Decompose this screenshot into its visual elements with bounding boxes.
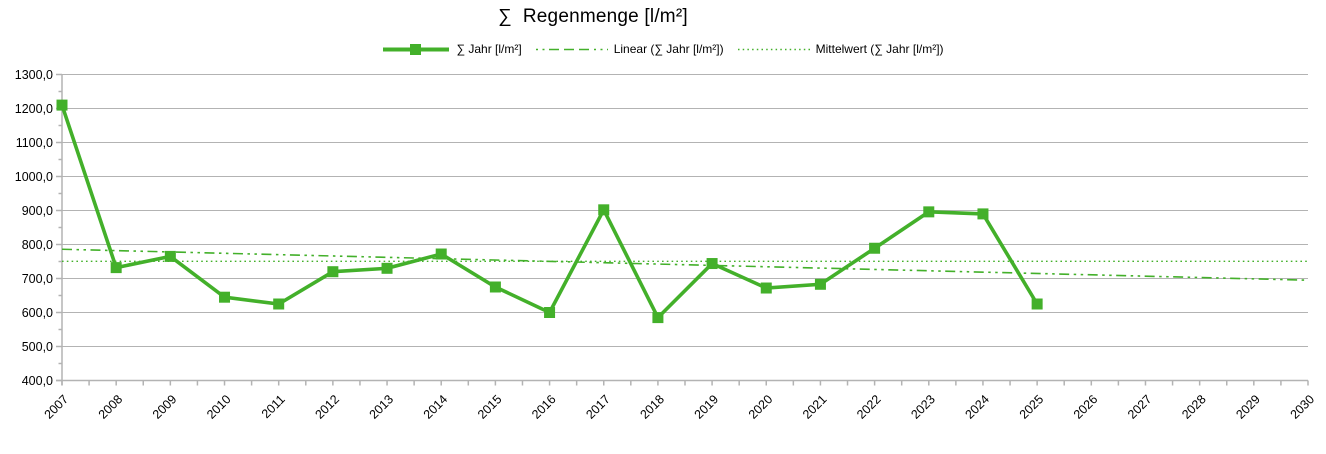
series-marker[interactable] [56, 99, 68, 111]
y-tick-label: 1300,0 [15, 68, 53, 82]
y-tick-label: 1200,0 [15, 102, 53, 116]
x-tick-label: 2015 [475, 392, 505, 422]
y-tick-label: 800,0 [22, 238, 53, 252]
x-tick-label: 2012 [312, 392, 342, 422]
x-tick-label: 2022 [854, 392, 884, 422]
x-tick-label: 2029 [1233, 392, 1263, 422]
series-marker[interactable] [652, 312, 664, 324]
x-tick-label: 2030 [1288, 392, 1318, 422]
series-marker[interactable] [1031, 298, 1043, 310]
y-tick-label: 700,0 [22, 272, 53, 286]
series-marker[interactable] [544, 307, 556, 318]
y-tick-label: 1000,0 [15, 170, 53, 184]
x-tick-label: 2009 [150, 392, 180, 422]
legend-label-jahr: ∑ Jahr [l/m²] [456, 42, 522, 56]
dash-dot-line-swatch-icon [535, 48, 608, 50]
x-tick-label: 2019 [692, 392, 722, 422]
x-tick-label: 2013 [367, 392, 397, 422]
x-tick-label: 2010 [204, 392, 234, 422]
x-tick-label: 2016 [529, 392, 559, 422]
legend-label-linear: Linear (∑ Jahr [l/m²]) [613, 42, 724, 56]
x-tick-label: 2020 [746, 392, 776, 422]
y-tick-label: 600,0 [22, 306, 53, 320]
x-tick-label: 2024 [963, 392, 993, 422]
series-marker[interactable] [273, 298, 285, 310]
x-tick-label: 2007 [42, 392, 72, 422]
legend-entry-mittelwert[interactable]: Mittelwert (∑ Jahr [l/m²]) [737, 42, 944, 56]
series-marker[interactable] [327, 266, 339, 278]
x-tick-label: 2028 [1179, 392, 1209, 422]
series-marker[interactable] [923, 206, 935, 218]
x-tick-label: 2027 [1125, 392, 1155, 422]
y-tick-label: 400,0 [22, 374, 53, 388]
series-marker[interactable] [814, 278, 826, 290]
chart-legend: ∑ Jahr [l/m²] Linear (∑ Jahr [l/m²]) Mit… [0, 42, 1326, 56]
series-marker[interactable] [489, 281, 501, 293]
y-tick-label: 900,0 [22, 204, 53, 218]
series-marker[interactable] [219, 291, 231, 303]
series-marker[interactable] [110, 262, 122, 274]
series-marker[interactable] [706, 258, 718, 270]
series-marker[interactable] [760, 282, 772, 294]
chart-title: ∑ Regenmenge [l/m²] [498, 6, 688, 27]
series-line-swatch-icon [383, 43, 450, 55]
x-tick-label: 2018 [637, 392, 667, 422]
x-tick-label: 2008 [96, 392, 126, 422]
x-tick-label: 2014 [421, 392, 451, 422]
y-tick-label: 1100,0 [16, 136, 53, 150]
series-marker[interactable] [598, 204, 610, 216]
x-tick-label: 2021 [800, 392, 830, 422]
series-marker[interactable] [435, 248, 447, 260]
series-marker[interactable] [869, 242, 881, 254]
series-line[interactable] [60, 104, 1039, 321]
legend-entry-jahr[interactable]: ∑ Jahr [l/m²] [382, 42, 522, 56]
x-tick-label: 2017 [583, 392, 613, 422]
series-marker[interactable] [977, 208, 989, 220]
series-marker[interactable] [381, 262, 393, 274]
series-marker[interactable] [164, 250, 176, 262]
linear-trendline[interactable] [61, 248, 1309, 281]
legend-entry-linear[interactable]: Linear (∑ Jahr [l/m²]) [535, 42, 724, 56]
x-tick-label: 2011 [259, 392, 288, 421]
x-tick-label: 2025 [1017, 392, 1047, 422]
x-tick-label: 2023 [908, 392, 938, 422]
x-tick-label: 2026 [1071, 392, 1101, 422]
legend-label-mittelwert: Mittelwert (∑ Jahr [l/m²]) [815, 42, 944, 56]
y-tick-label: 500,0 [22, 340, 53, 354]
